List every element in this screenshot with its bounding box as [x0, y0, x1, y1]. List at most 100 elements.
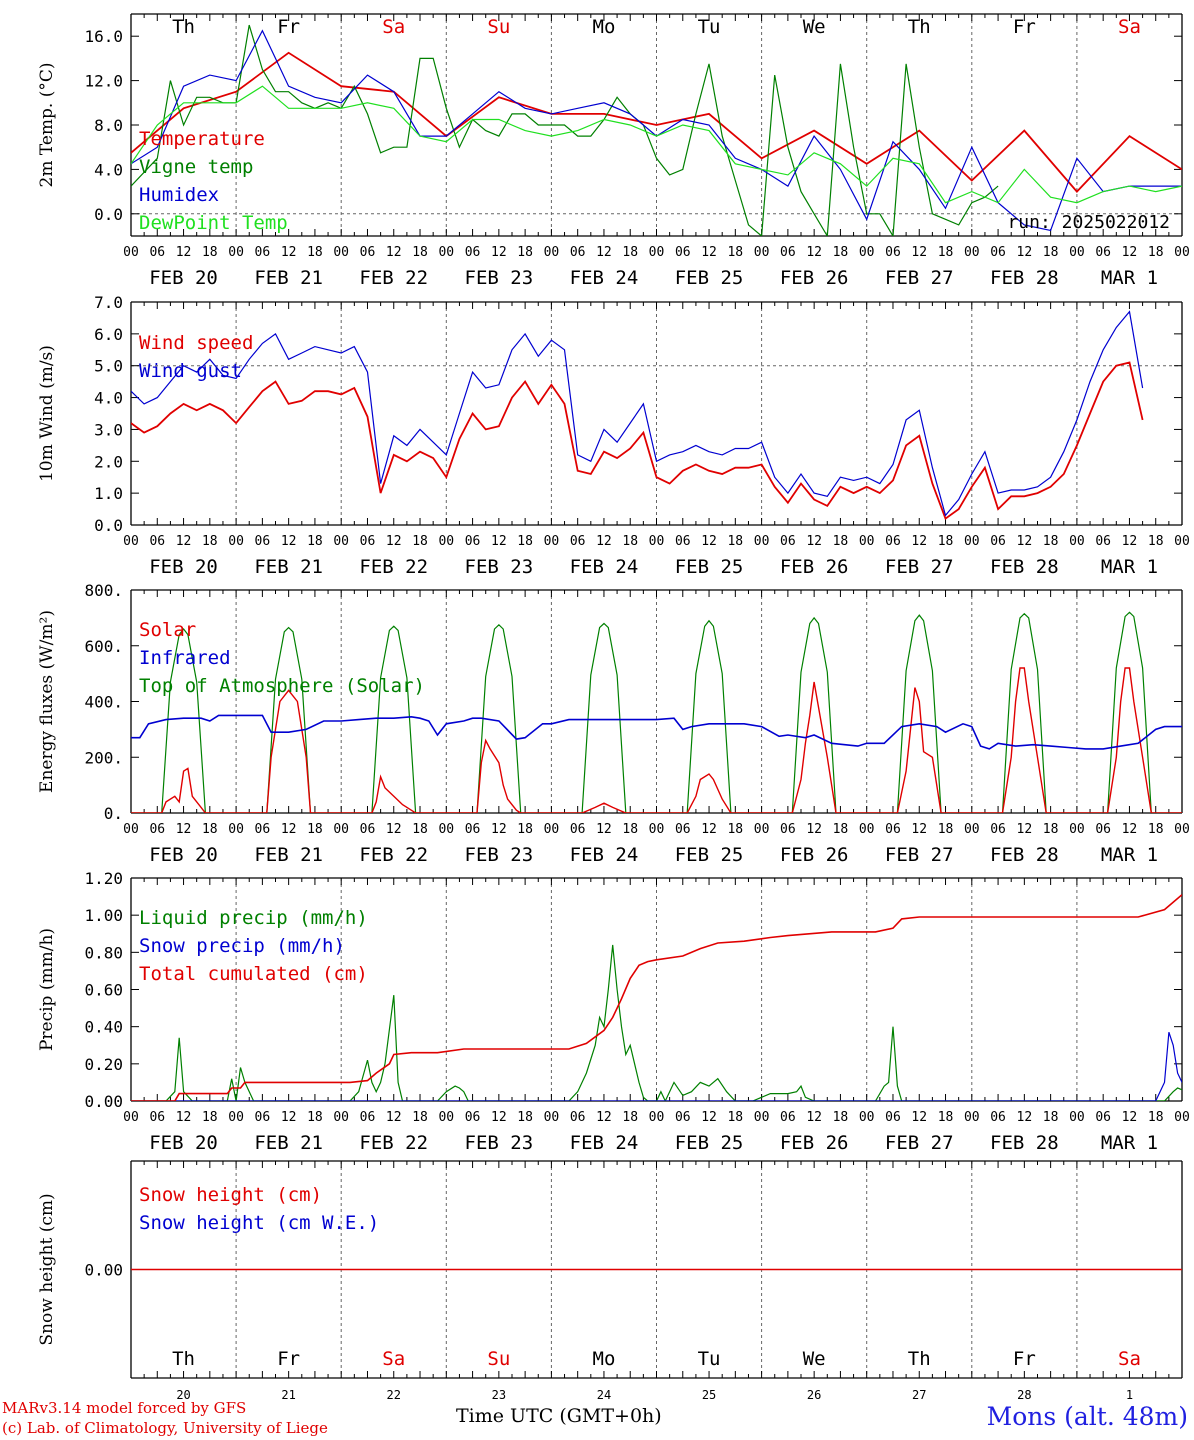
hour-tick-label: 06 — [465, 822, 481, 837]
weekday-label-top: Th — [172, 16, 195, 38]
hour-tick-label: 06 — [1095, 534, 1111, 549]
y-axis-label: Precip (mm/h) — [37, 928, 57, 1051]
hour-tick-label: 00 — [123, 822, 139, 837]
hour-tick-label: 12 — [806, 245, 822, 260]
hour-tick-label: 06 — [465, 245, 481, 260]
hour-tick-label: 00 — [754, 822, 770, 837]
hour-tick-label: 06 — [465, 1110, 481, 1125]
hour-tick-label: 06 — [570, 822, 586, 837]
weekday-label-bottom: Sa — [382, 1348, 405, 1370]
hour-tick-label: 00 — [754, 534, 770, 549]
date-label: FEB 20 — [149, 1132, 218, 1154]
y-tick-label: 16.0 — [84, 27, 123, 46]
date-label: FEB 24 — [570, 844, 639, 866]
hour-tick-label: 00 — [123, 534, 139, 549]
hour-tick-label: 18 — [1148, 822, 1164, 837]
weekday-label-top: Su — [487, 16, 510, 38]
legend-entry: Total cumulated (cm) — [139, 963, 368, 985]
y-tick-label: 7.0 — [94, 293, 123, 312]
series-solar — [131, 667, 1182, 813]
hour-tick-label: 18 — [833, 822, 849, 837]
hour-tick-label: 12 — [281, 245, 297, 260]
hour-tick-label: 06 — [149, 822, 165, 837]
date-label: FEB 25 — [675, 844, 744, 866]
y-tick-label: 0.60 — [84, 981, 123, 1000]
date-label: FEB 21 — [254, 844, 323, 866]
day-number-label: 23 — [492, 1388, 506, 1402]
hour-tick-label: 06 — [675, 245, 691, 260]
hour-tick-label: 06 — [990, 1110, 1006, 1125]
hour-tick-label: 12 — [911, 1110, 927, 1125]
date-label: FEB 23 — [465, 844, 534, 866]
hour-tick-label: 06 — [255, 1110, 271, 1125]
hour-tick-label: 00 — [333, 245, 349, 260]
hour-tick-label: 12 — [596, 822, 612, 837]
hour-tick-label: 12 — [176, 822, 192, 837]
hour-tick-label: 00 — [1174, 1110, 1190, 1125]
hour-tick-label: 12 — [806, 1110, 822, 1125]
hour-tick-label: 00 — [544, 534, 560, 549]
date-label: FEB 27 — [885, 844, 954, 866]
panel-temperature — [130, 13, 1183, 237]
hour-tick-label: 06 — [780, 1110, 796, 1125]
hour-tick-label: 06 — [675, 822, 691, 837]
hour-tick-label: 18 — [517, 245, 533, 260]
hour-tick-label: 00 — [964, 534, 980, 549]
date-label: FEB 26 — [780, 267, 849, 289]
hour-tick-label: 00 — [1174, 245, 1190, 260]
y-tick-label: 6.0 — [94, 325, 123, 344]
hour-tick-label: 12 — [281, 822, 297, 837]
day-number-label: 24 — [597, 1388, 611, 1402]
hour-tick-label: 06 — [885, 1110, 901, 1125]
date-label: FEB 26 — [780, 1132, 849, 1154]
date-label: FEB 22 — [359, 1132, 428, 1154]
series-humidex — [131, 29, 1182, 232]
hour-tick-label: 12 — [911, 534, 927, 549]
y-tick-label: 0.00 — [84, 1261, 123, 1280]
hour-tick-label: 06 — [1095, 1110, 1111, 1125]
hour-tick-label: 12 — [1122, 822, 1138, 837]
date-label: FEB 24 — [570, 267, 639, 289]
hour-tick-label: 18 — [1148, 1110, 1164, 1125]
hour-tick-label: 00 — [438, 1110, 454, 1125]
hour-tick-label: 18 — [1043, 534, 1059, 549]
legend-entry: DewPoint Temp — [139, 212, 288, 234]
date-label: FEB 27 — [885, 556, 954, 578]
hour-tick-label: 00 — [333, 1110, 349, 1125]
hour-tick-label: 18 — [412, 1110, 428, 1125]
hour-tick-label: 18 — [307, 822, 323, 837]
hour-tick-label: 18 — [202, 822, 218, 837]
hour-tick-label: 00 — [859, 245, 875, 260]
hour-tick-label: 18 — [307, 534, 323, 549]
hour-tick-label: 18 — [938, 822, 954, 837]
weekday-label-bottom: Fr — [1013, 1348, 1036, 1370]
weekday-label-bottom: Tu — [698, 1348, 721, 1370]
hour-tick-label: 06 — [570, 245, 586, 260]
y-tick-label: 0.0 — [94, 516, 123, 535]
hour-tick-label: 00 — [859, 534, 875, 549]
hour-tick-label: 18 — [202, 1110, 218, 1125]
hour-tick-label: 06 — [1095, 245, 1111, 260]
hour-tick-label: 00 — [228, 822, 244, 837]
panel-wind — [130, 301, 1183, 526]
y-tick-label: 200. — [84, 748, 123, 767]
hour-tick-label: 00 — [438, 245, 454, 260]
hour-tick-label: 12 — [386, 822, 402, 837]
hour-tick-label: 06 — [675, 534, 691, 549]
hour-tick-label: 12 — [1017, 822, 1033, 837]
hour-tick-label: 12 — [176, 1110, 192, 1125]
y-tick-label: 600. — [84, 637, 123, 656]
hour-tick-label: 06 — [1095, 822, 1111, 837]
run-annotation: run: 2025022012 — [1007, 212, 1170, 233]
y-tick-label: 1.20 — [84, 869, 123, 888]
date-label: FEB 24 — [570, 556, 639, 578]
date-label: FEB 20 — [149, 556, 218, 578]
hour-tick-label: 00 — [754, 1110, 770, 1125]
hour-tick-label: 18 — [833, 534, 849, 549]
panel-snow — [130, 1160, 1183, 1379]
hour-tick-label: 18 — [727, 822, 743, 837]
hour-tick-label: 00 — [438, 534, 454, 549]
y-tick-label: 0. — [104, 804, 123, 823]
date-label: FEB 23 — [465, 1132, 534, 1154]
hour-tick-label: 06 — [149, 534, 165, 549]
